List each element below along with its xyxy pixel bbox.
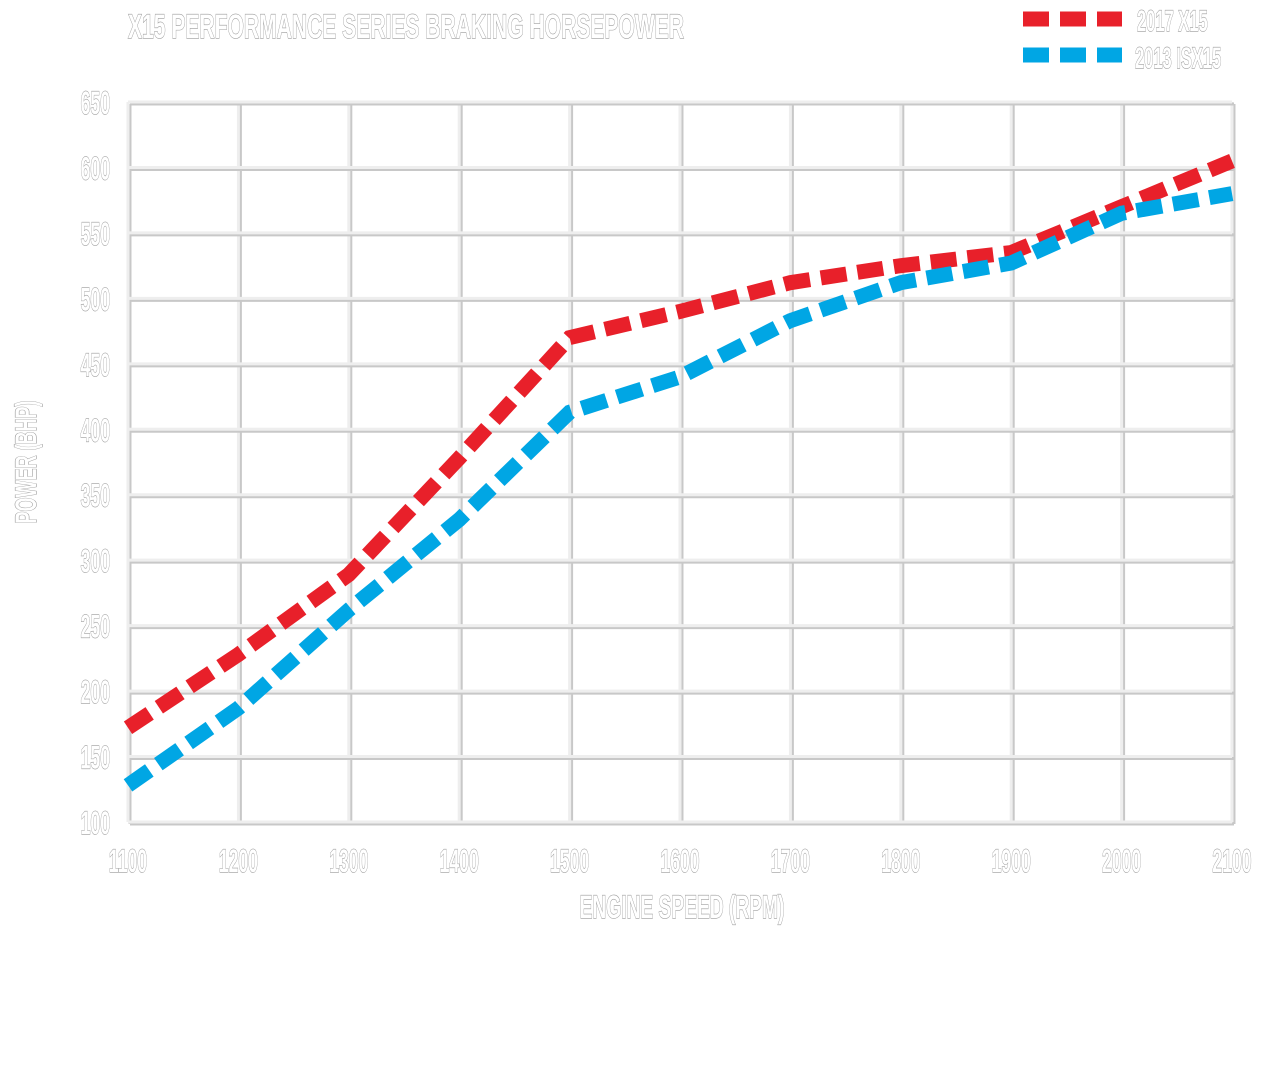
- y-tick-label: 650: [81, 87, 110, 122]
- y-tick-label: 200: [81, 676, 110, 711]
- y-tick-label: 150: [81, 741, 110, 776]
- legend-item-2013-isx15: 2013 ISX15: [1023, 42, 1222, 76]
- x-axis-label: ENGINE SPEED (RPM): [580, 889, 785, 925]
- y-tick-label: 350: [81, 479, 110, 514]
- legend-label-2013-isx15: 2013 ISX15: [1135, 42, 1221, 75]
- series-line-1: [123, 186, 1234, 792]
- series-lines: [123, 153, 1235, 792]
- chart-title: X15 PERFORMANCE SERIES BRAKING HORSEPOWE…: [128, 7, 684, 45]
- legend-label-2017-x15: 2017 X15: [1137, 5, 1208, 38]
- y-axis-label: POWER (BHP): [11, 401, 44, 524]
- x-tick-label: 1500: [550, 845, 589, 880]
- y-tick-label: 500: [81, 283, 110, 318]
- x-tick-label: 1800: [881, 845, 920, 880]
- x-tick-label: 2000: [1102, 845, 1141, 880]
- x-tick-label: 1700: [771, 845, 810, 880]
- y-tick-label: 550: [81, 218, 110, 253]
- tick-labels: 1100 1200 1300 1400 1500 1600 1700 1800 1900 2000…: [80, 86, 1252, 880]
- x-tick-label: 1900: [992, 845, 1031, 880]
- legend: 2017 X15 2013 ISX15: [1023, 5, 1222, 76]
- y-tick-label: 100: [81, 807, 110, 842]
- x-tick-label: 1400: [440, 845, 479, 880]
- legend-item-2017-x15: 2017 X15: [1023, 5, 1208, 39]
- x-tick-label: 2100: [1212, 845, 1251, 880]
- y-tick-label: 300: [81, 545, 110, 580]
- x-tick-label: 1100: [109, 845, 147, 880]
- x-tick-label: 1300: [329, 845, 368, 880]
- grid: [126, 100, 1236, 826]
- y-tick-label: 400: [81, 414, 110, 449]
- y-tick-label: 450: [81, 349, 110, 384]
- y-tick-label: 600: [81, 152, 110, 187]
- x-tick-label: 1200: [219, 845, 258, 880]
- x-tick-label: 1600: [660, 845, 699, 880]
- y-tick-label: 250: [81, 610, 110, 645]
